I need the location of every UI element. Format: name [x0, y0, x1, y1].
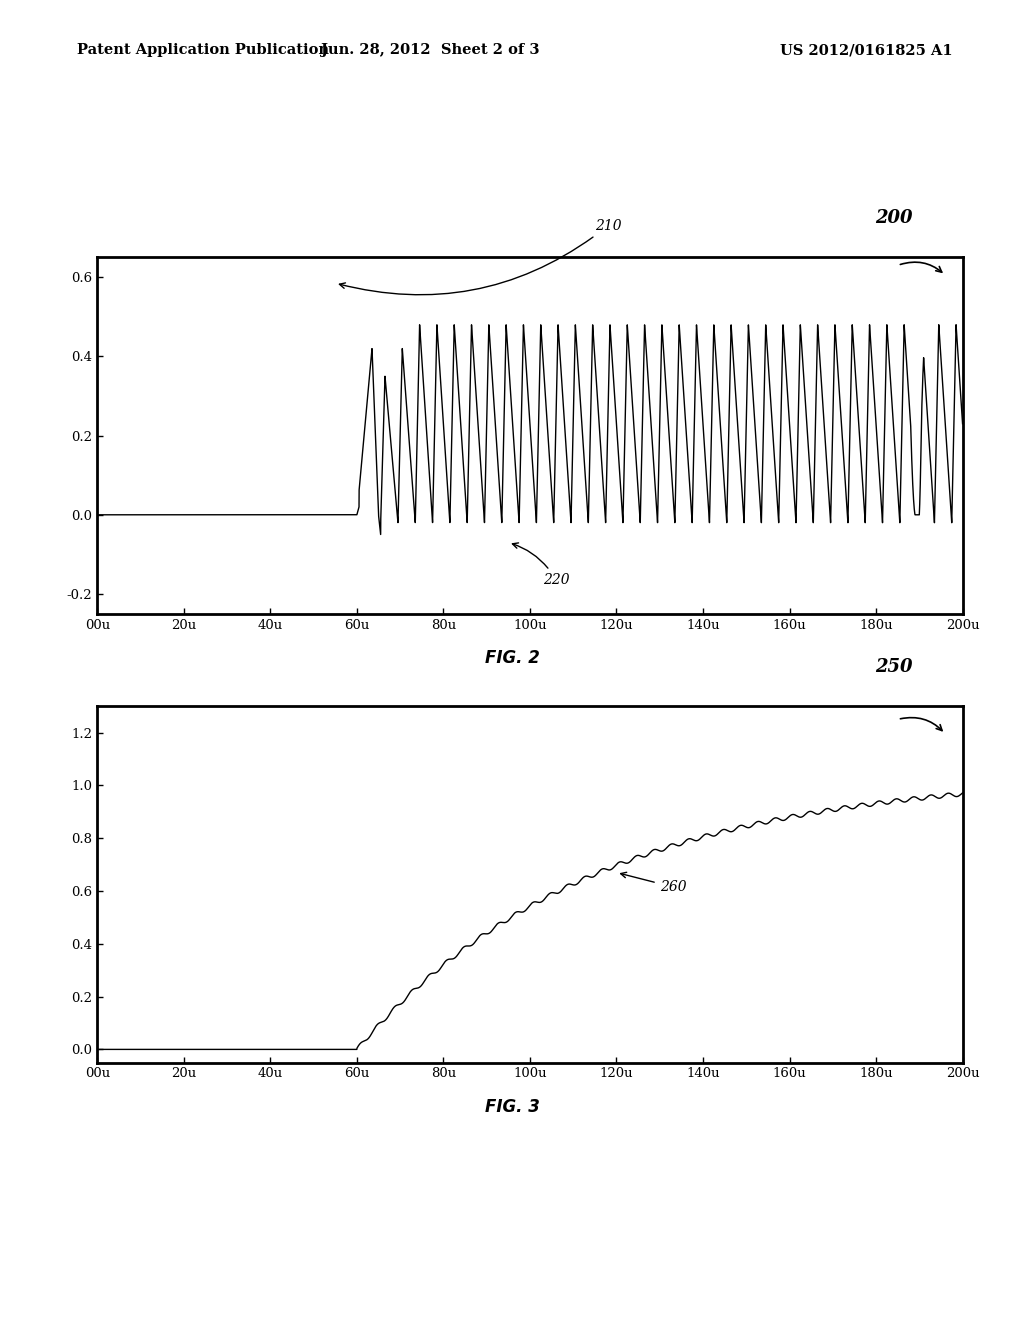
Text: Patent Application Publication: Patent Application Publication [77, 44, 329, 57]
Text: 200: 200 [876, 209, 913, 227]
Text: 210: 210 [339, 219, 622, 294]
Text: US 2012/0161825 A1: US 2012/0161825 A1 [779, 44, 952, 57]
Text: FIG. 2: FIG. 2 [484, 649, 540, 668]
Text: Jun. 28, 2012  Sheet 2 of 3: Jun. 28, 2012 Sheet 2 of 3 [321, 44, 540, 57]
Text: 220: 220 [512, 543, 569, 587]
Text: FIG. 3: FIG. 3 [484, 1098, 540, 1117]
Text: 260: 260 [621, 873, 686, 894]
Text: 250: 250 [876, 657, 913, 676]
